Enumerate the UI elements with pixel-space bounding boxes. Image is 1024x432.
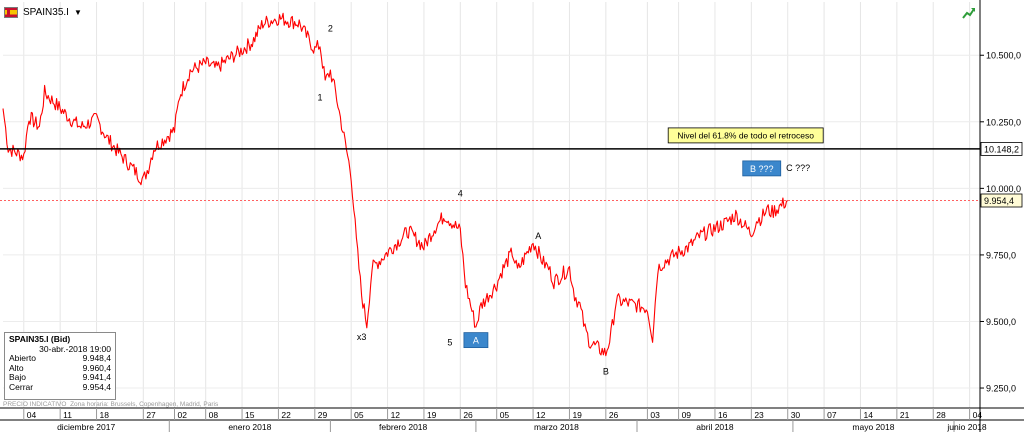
x-tick-label: 22 (281, 410, 291, 420)
x-tick-label: 14 (863, 410, 873, 420)
svg-text:10.148,2: 10.148,2 (984, 144, 1019, 154)
symbol-selector[interactable]: SPAIN35.I ▼ (4, 5, 82, 19)
footer-note: PRECIO INDICATIVO Zona horaria: Brussels… (3, 401, 219, 408)
wave-box: B ??? (742, 160, 782, 177)
svg-text:B ???: B ??? (750, 164, 774, 174)
x-tick-label: 27 (146, 410, 156, 420)
x-tick-label: 28 (936, 410, 946, 420)
month-label: diciembre 2017 (57, 422, 115, 432)
wave-label: A (535, 231, 541, 241)
info-row-high: Alto 9.960,4 (9, 362, 111, 373)
x-tick-label: 03 (650, 410, 660, 420)
x-tick-label: 04 (973, 410, 983, 420)
y-tick-label: 9.250,0 (986, 384, 1016, 394)
wave-label: C ??? (786, 163, 810, 173)
x-tick-label: 07 (827, 410, 837, 420)
x-tick-label: 04 (27, 410, 37, 420)
y-tick-label: 9.500,0 (986, 317, 1016, 327)
x-tick-label: 26 (609, 410, 619, 420)
x-tick-label: 12 (536, 410, 546, 420)
svg-text:9.954,4: 9.954,4 (984, 196, 1014, 206)
x-tick-label: 05 (354, 410, 364, 420)
x-tick-label: 21 (900, 410, 910, 420)
info-row-low: Bajo 9.941,4 (9, 372, 111, 383)
month-label: junio 2018 (946, 422, 987, 432)
info-date: 30-abr.-2018 19:00 (39, 343, 111, 354)
retracement-note: Nivel del 61.8% de todo el retroceso (667, 127, 824, 144)
info-title: SPAIN35.I (Bid) (9, 334, 71, 344)
month-label: enero 2018 (228, 422, 271, 432)
x-tick-label: 18 (100, 410, 110, 420)
x-tick-label: 29 (318, 410, 328, 420)
x-tick-label: 08 (209, 410, 219, 420)
trend-arrow-icon[interactable] (962, 6, 976, 20)
wave-box: A (463, 332, 489, 349)
x-tick-label: 09 (682, 410, 692, 420)
month-label: febrero 2018 (379, 422, 427, 432)
x-tick-label: 23 (754, 410, 764, 420)
y-tick-label: 10.500,0 (986, 51, 1021, 61)
info-row-open: Abierto 9.948,4 (9, 353, 111, 364)
x-tick-label: 02 (177, 410, 187, 420)
y-tick-label: 10.250,0 (986, 117, 1021, 127)
wave-label: 1 (317, 93, 322, 103)
x-tick-label: 19 (427, 410, 437, 420)
x-tick-label: 05 (500, 410, 510, 420)
spain-flag-icon (4, 6, 18, 18)
price-series-line (2, 12, 789, 357)
ohlc-info-box: SPAIN35.I (Bid) 30-abr.-2018 19:00 Abier… (4, 332, 116, 400)
month-label: mayo 2018 (852, 422, 894, 432)
symbol-name: SPAIN35.I (23, 6, 69, 18)
chevron-down-icon[interactable]: ▼ (73, 7, 82, 17)
last-price-flag: 9.954,4 (980, 193, 1023, 208)
svg-text:A: A (473, 336, 479, 346)
x-tick-label: 19 (572, 410, 582, 420)
x-tick-label: 12 (391, 410, 401, 420)
month-label: marzo 2018 (534, 422, 579, 432)
x-tick-label: 11 (63, 410, 72, 420)
x-tick-label: 16 (718, 410, 728, 420)
x-tick-label: 26 (463, 410, 473, 420)
month-label: abril 2018 (696, 422, 734, 432)
wave-label: 4 (458, 188, 463, 198)
wave-label: x3 (357, 332, 367, 342)
svg-text:Nivel del 61.8% de todo el ret: Nivel del 61.8% de todo el retroceso (677, 130, 814, 140)
level-price-flag: 10.148,2 (980, 142, 1023, 156)
wave-label: 2 (328, 23, 333, 33)
wave-label: B (603, 367, 609, 377)
y-tick-label: 9.750,0 (986, 250, 1016, 260)
y-tick-label: 10.000,0 (986, 184, 1021, 194)
wave-label: 5 (447, 337, 452, 347)
info-row-close: Cerrar 9.954,4 (9, 381, 111, 392)
x-tick-label: 30 (791, 410, 801, 420)
x-tick-label: 15 (245, 410, 255, 420)
